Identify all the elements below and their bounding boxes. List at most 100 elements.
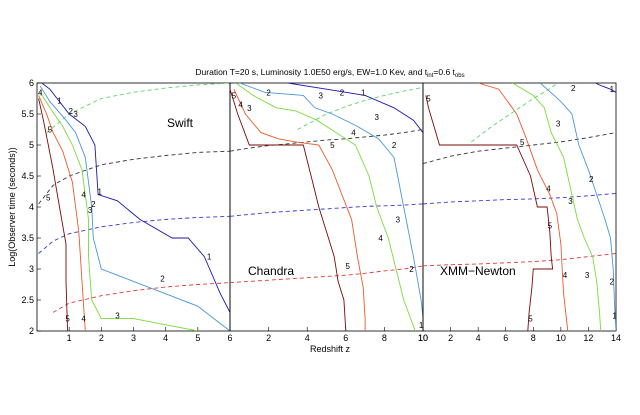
x-tick-label: 6 xyxy=(503,333,508,343)
contour-label: 1 xyxy=(419,321,424,330)
x-tick-label: 8 xyxy=(531,333,536,343)
contour-label: 2 xyxy=(392,141,397,150)
contour-label: 1 xyxy=(361,88,366,97)
contour-label: 2 xyxy=(340,88,345,97)
contour-level-5 xyxy=(230,89,347,331)
figure-title: Duration T=20 s, Luminosity 1.0E50 erg/s… xyxy=(195,67,464,79)
dashed-curve xyxy=(230,265,423,284)
title-mid: =0.6 t xyxy=(433,67,455,77)
contour-label: 5 xyxy=(65,315,70,324)
contour-label: 1 xyxy=(207,253,212,262)
x-tick-label: 8 xyxy=(382,333,387,343)
contour-label: 5 xyxy=(528,315,533,324)
contour-label: 1 xyxy=(97,188,102,197)
x-tick-label: 6 xyxy=(227,333,232,343)
contour-label: 1 xyxy=(610,85,615,94)
contour-label: 3 xyxy=(88,206,93,215)
contour-label: 4 xyxy=(546,184,551,193)
contour-label: 4 xyxy=(38,88,43,97)
panel-frame xyxy=(422,82,617,332)
contour-label: 1 xyxy=(612,312,617,321)
x-tick-label: 1 xyxy=(67,333,72,343)
contour-label: 5 xyxy=(48,126,53,135)
contour-label: 5 xyxy=(232,91,237,100)
y-tick-label: 6 xyxy=(29,78,34,88)
x-tick-label: 2 xyxy=(266,333,271,343)
contour-label: 4 xyxy=(351,129,356,138)
plot-area: 5 2 3 5 4 3 2 5 4 3 2 5 1 1 xyxy=(423,83,617,331)
contour-label: 2 xyxy=(91,200,96,209)
y-tick-label: 2 xyxy=(29,326,34,336)
contour-level-2 xyxy=(539,83,616,331)
dashed-curve xyxy=(423,132,616,165)
contour-label: 3 xyxy=(247,104,252,113)
contour-label: 4 xyxy=(81,315,86,324)
contour-level-3 xyxy=(39,92,198,331)
contour-level-4 xyxy=(38,95,86,331)
contour-level-5 xyxy=(38,98,69,331)
panel-label-xmm-newton: XMM−Newton xyxy=(440,264,516,278)
x-tick-label: 2 xyxy=(448,333,453,343)
x-tick-label: 2 xyxy=(99,333,104,343)
y-tick-label: 4.5 xyxy=(21,171,34,181)
contour-level-1 xyxy=(287,83,423,133)
contour-label: 2 xyxy=(610,277,615,286)
x-tick-label: 10 xyxy=(418,333,428,343)
x-tick-label: 4 xyxy=(476,333,481,343)
panel-label-chandra: Chandra xyxy=(248,264,294,278)
contour-label: 4 xyxy=(81,191,86,200)
contour-label: 3 xyxy=(556,119,561,128)
panel-xmm-newton: 10 2 4 6 8 10 12 14 5 2 3 5 4 3 2 5 4 3 2 5 1 1 XMM−Newton xyxy=(418,82,621,343)
title-int-subscript: int xyxy=(427,73,434,79)
contour-label: 5 xyxy=(520,138,525,147)
contour-label: 2 xyxy=(69,107,74,116)
dashed-curve xyxy=(230,203,423,217)
dashed-curve xyxy=(297,86,423,130)
x-tick-label: 4 xyxy=(163,333,168,343)
dashed-curve xyxy=(423,192,616,205)
contour-label: 3 xyxy=(396,215,401,224)
contour-label: 2 xyxy=(266,88,271,97)
contour-level-3 xyxy=(235,83,416,331)
x-tick-label: 12 xyxy=(583,333,593,343)
x-tick-label: 6 xyxy=(343,333,348,343)
contour-label: 3 xyxy=(374,113,379,122)
y-tick-label: 3.5 xyxy=(21,233,34,243)
contour-level-1 xyxy=(595,83,616,93)
contour-label: 2 xyxy=(409,265,414,274)
y-axis-label: Log(Observer time (seconds)) xyxy=(7,147,17,267)
panel-label-swift: Swift xyxy=(167,116,194,130)
contour-label: 3 xyxy=(568,197,573,206)
contour-label: 3 xyxy=(73,110,78,119)
contour-level-2 xyxy=(239,83,423,319)
contour-label: 4 xyxy=(563,271,568,280)
contour-level-3 xyxy=(512,83,602,331)
dashed-curve xyxy=(471,83,559,143)
dashed-curve xyxy=(52,282,230,313)
contour-level-4 xyxy=(233,89,366,331)
contour-label: 5 xyxy=(548,222,553,231)
contour-level-2 xyxy=(39,85,230,331)
x-tick-label: 3 xyxy=(131,333,136,343)
y-tick-label: 4 xyxy=(29,202,34,212)
dashed-curve xyxy=(38,150,230,205)
x-tick-label: 10 xyxy=(418,333,428,343)
x-tick-label: 5 xyxy=(195,333,200,343)
contour-label: 3 xyxy=(115,312,120,321)
y-tick-label: 2.5 xyxy=(21,295,34,305)
dashed-curve xyxy=(230,129,423,152)
contour-label: 5 xyxy=(46,194,51,203)
title-main: Duration T=20 s, Luminosity 1.0E50 erg/s… xyxy=(195,67,427,77)
contour-label: 1 xyxy=(57,96,62,105)
contour-label: 4 xyxy=(238,101,243,110)
contour-label: 3 xyxy=(585,271,590,280)
x-tick-label: 4 xyxy=(305,333,310,343)
dashed-curve xyxy=(46,83,230,133)
contour-label: 5 xyxy=(346,262,351,271)
contour-level-4 xyxy=(477,83,569,331)
contour-level-5 xyxy=(425,95,554,331)
